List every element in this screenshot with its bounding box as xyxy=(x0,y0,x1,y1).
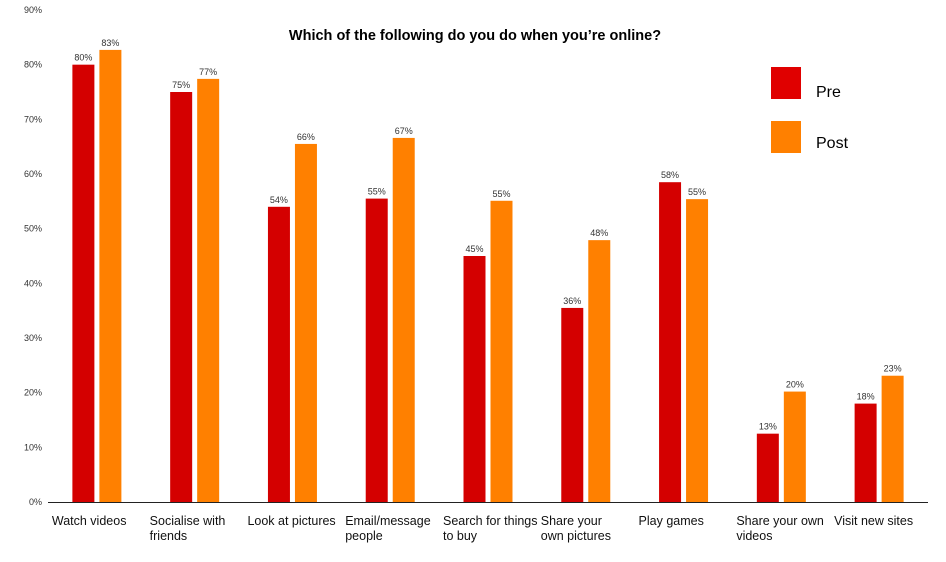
bar-pre xyxy=(659,182,682,502)
data-label-post: 66% xyxy=(297,132,315,142)
data-label-post: 55% xyxy=(492,189,510,199)
bar-post xyxy=(686,199,709,502)
y-tick-label: 90% xyxy=(24,5,42,15)
legend-label-pre: Pre xyxy=(816,84,841,101)
y-tick-label: 0% xyxy=(29,497,42,507)
bar-post xyxy=(490,200,513,502)
y-tick-label: 30% xyxy=(24,333,42,343)
bar-pre xyxy=(854,403,877,502)
bar-pre xyxy=(463,256,486,502)
data-label-post: 77% xyxy=(199,67,217,77)
data-label-post: 23% xyxy=(884,364,902,374)
bar-post xyxy=(197,78,220,502)
bar-post xyxy=(294,143,317,502)
data-label-post: 83% xyxy=(101,38,119,48)
bar-post xyxy=(392,137,415,503)
x-category-label: Socialise with friends xyxy=(150,514,226,543)
data-label-pre: 54% xyxy=(270,195,288,205)
bar-post xyxy=(99,49,122,502)
x-axis: Watch videos Socialise with friends Look at… xyxy=(48,502,928,543)
data-label-pre: 45% xyxy=(465,244,483,254)
x-category-label: Email/message people xyxy=(345,514,430,543)
bar-post xyxy=(881,375,904,502)
data-label-post: 20% xyxy=(786,380,804,390)
data-label-pre: 55% xyxy=(368,187,386,197)
bar-post xyxy=(588,240,611,502)
x-category-label: Visit new sites xyxy=(834,514,913,528)
bar-pre xyxy=(365,198,388,502)
x-category-label: Play games xyxy=(639,514,704,528)
x-category-label: Share your own pictures xyxy=(541,514,611,543)
data-label-pre: 36% xyxy=(563,296,581,306)
data-labels: 80% 83% 75% 77% 54% 66% 55% 67% 45% 55% 36% 48% 58% 5… xyxy=(74,38,901,432)
bar-pre xyxy=(170,92,193,502)
bar-pre xyxy=(72,64,95,503)
legend-label-post: Post xyxy=(816,135,849,152)
y-tick-label: 80% xyxy=(24,60,42,70)
data-label-post: 48% xyxy=(590,228,608,238)
x-category-label: Search for things to buy xyxy=(443,514,538,543)
data-label-post: 55% xyxy=(688,187,706,197)
x-category-label: Look at pictures xyxy=(247,514,335,528)
bar-pre xyxy=(561,307,584,502)
x-category-label: Share your own videos xyxy=(736,514,824,543)
data-label-pre: 13% xyxy=(759,422,777,432)
y-tick-label: 40% xyxy=(24,278,42,288)
bars xyxy=(72,49,904,503)
bar-post xyxy=(783,391,806,502)
data-label-pre: 75% xyxy=(172,80,190,90)
y-tick-label: 20% xyxy=(24,388,42,398)
chart-title: Which of the following do you do when yo… xyxy=(289,28,661,44)
data-label-pre: 58% xyxy=(661,170,679,180)
y-tick-label: 50% xyxy=(24,224,42,234)
data-label-pre: 18% xyxy=(857,392,875,402)
y-axis: 0% 10% 20% 30% 40% 50% 60% 70% 80% 90% xyxy=(24,5,42,507)
x-category-label: Watch videos xyxy=(52,514,127,528)
legend: Pre Post xyxy=(771,67,849,153)
legend-swatch-post xyxy=(771,121,801,153)
legend-swatch-pre xyxy=(771,67,801,99)
data-label-post: 67% xyxy=(395,126,413,136)
y-tick-label: 10% xyxy=(24,442,42,452)
y-tick-label: 70% xyxy=(24,114,42,124)
bar-pre xyxy=(756,433,779,502)
data-label-pre: 80% xyxy=(74,53,92,63)
y-tick-label: 60% xyxy=(24,169,42,179)
bar-pre xyxy=(267,206,290,503)
